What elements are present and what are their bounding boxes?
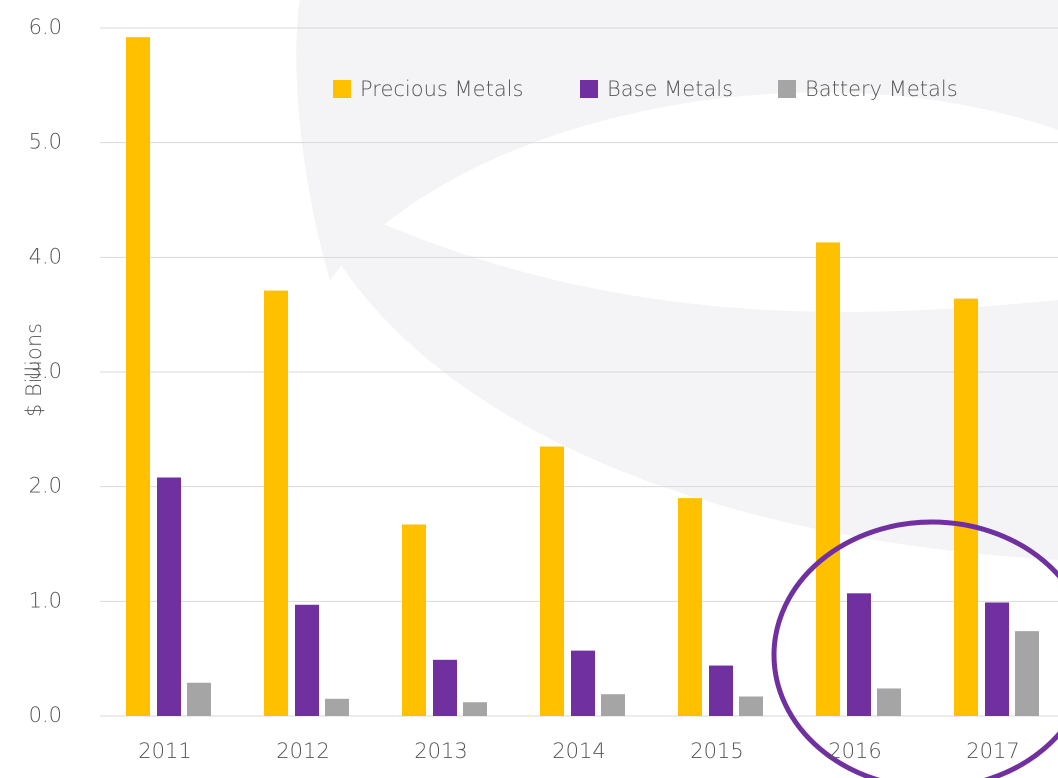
bar	[402, 524, 426, 716]
bar	[157, 477, 181, 716]
x-tick-label: 2016	[828, 739, 881, 763]
legend-label: Base Metals	[607, 77, 733, 101]
legend-label: Battery Metals	[805, 77, 958, 101]
y-tick-label: 6.0	[29, 15, 62, 39]
bar	[709, 665, 733, 716]
bar	[1015, 631, 1039, 716]
bar	[954, 298, 978, 716]
x-tick-label: 2014	[552, 739, 605, 763]
bar	[816, 242, 840, 716]
x-tick-label: 2017	[966, 739, 1019, 763]
bar	[571, 650, 595, 716]
bar	[877, 688, 901, 716]
y-tick-label: 4.0	[29, 244, 62, 268]
bar	[295, 604, 319, 716]
bar	[433, 659, 457, 716]
bar	[739, 696, 763, 716]
background-decoration	[296, 0, 1058, 560]
bar	[847, 593, 871, 716]
legend-swatch	[333, 80, 351, 98]
x-tick-label: 2015	[690, 739, 743, 763]
highlight-circle	[771, 519, 1058, 778]
y-tick-label: 2.0	[29, 474, 62, 498]
bar	[540, 446, 564, 716]
x-tick-label: 2011	[138, 739, 191, 763]
y-tick-label: 0.0	[29, 703, 62, 727]
legend-label: Precious Metals	[360, 77, 523, 101]
y-tick-label: 1.0	[29, 588, 62, 612]
y-axis-label: $ Billions	[22, 323, 46, 417]
bar	[463, 702, 487, 716]
bar	[678, 498, 702, 716]
bar	[264, 290, 288, 716]
y-tick-label: 3.0	[29, 359, 62, 383]
x-tick-label: 2012	[276, 739, 329, 763]
bar	[187, 682, 211, 716]
bar	[325, 698, 349, 716]
bar	[985, 602, 1009, 716]
x-tick-label: 2013	[414, 739, 467, 763]
y-tick-label: 5.0	[29, 130, 62, 154]
legend-swatch	[778, 80, 796, 98]
legend-swatch	[580, 80, 598, 98]
bar	[601, 694, 625, 716]
bar	[126, 37, 150, 716]
